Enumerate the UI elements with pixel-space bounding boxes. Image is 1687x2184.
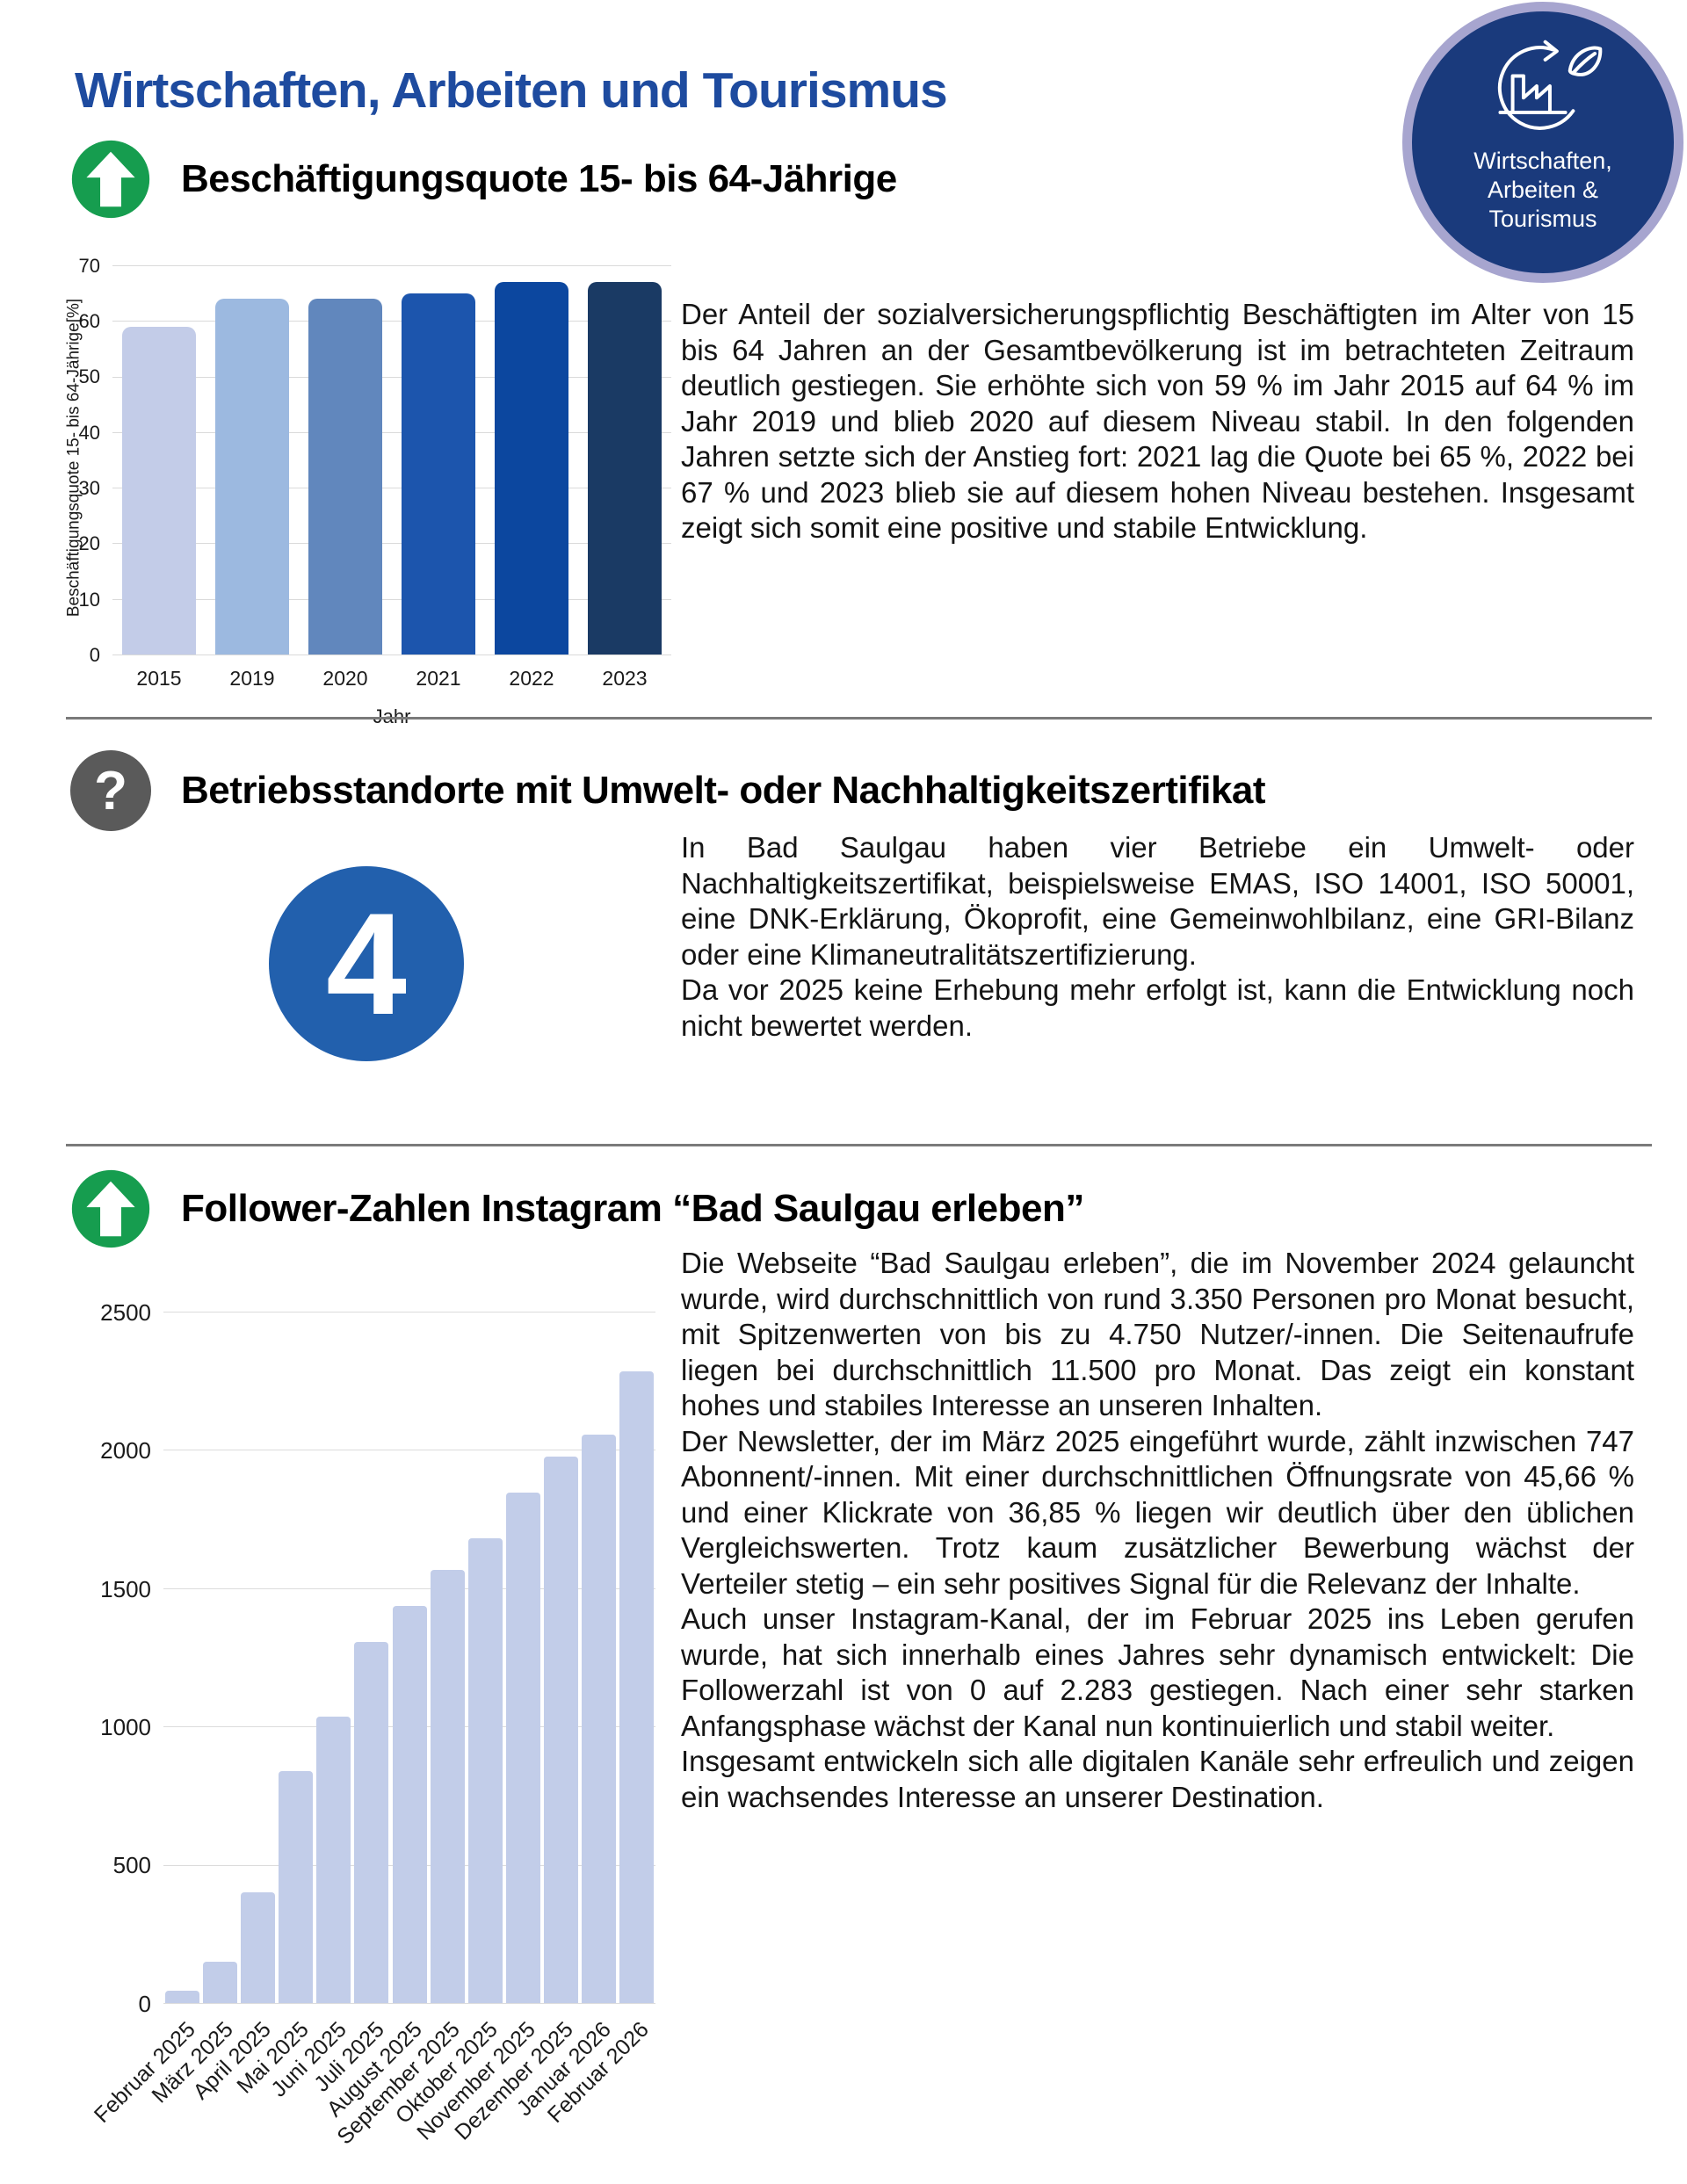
bar-Oktober 2025 [467, 1538, 503, 2003]
bar-August 2025 [392, 1606, 427, 2003]
bar-März 2025 [203, 1961, 238, 2003]
x-axis-tick-label: 2021 [416, 667, 461, 690]
y-axis-tick-label: 60 [78, 310, 100, 333]
bar-Mai 2025 [279, 1770, 314, 2003]
y-axis-tick-label: 20 [78, 532, 100, 555]
paragraph: In Bad Saulgau haben vier Betriebe ein U… [681, 831, 1634, 971]
gridline [112, 654, 671, 655]
page-title: Wirtschaften, Arbeiten und Tourismus [75, 62, 948, 119]
certificate-count: 4 [326, 882, 407, 1045]
bar-November 2025 [505, 1493, 540, 2003]
section-divider [66, 1144, 1652, 1146]
bar-2019 [215, 298, 289, 654]
x-axis-tick-label: 2023 [602, 667, 648, 690]
question-mark-icon: ? [70, 750, 151, 831]
bar-September 2025 [430, 1570, 465, 2003]
y-axis-tick-label: 2000 [100, 1437, 151, 1464]
gridline [163, 2003, 655, 2004]
y-axis-tick-label: 1000 [100, 1713, 151, 1740]
gridline [112, 321, 671, 322]
arrow-up-circle-icon [71, 1169, 150, 1248]
paragraph: Der Anteil der sozialversicherungspflich… [681, 298, 1634, 544]
section-instagram-header: Follower-Zahlen Instagram “Bad Saulgau e… [70, 1168, 1084, 1249]
bar-April 2025 [241, 1892, 276, 2003]
bar-2021 [402, 293, 475, 654]
y-axis-tick-label: 2500 [100, 1298, 151, 1326]
paragraph: Insgesamt entwickeln sich alle digitalen… [681, 1745, 1634, 1813]
x-axis-title: Jahr [112, 705, 671, 728]
arrow-up-circle-icon [71, 140, 150, 219]
section-certificates-title: Betriebsstandorte mit Umwelt- oder Nachh… [181, 769, 1266, 812]
bar-Juni 2025 [316, 1717, 351, 2003]
bar-Dezember 2025 [543, 1457, 578, 2003]
paragraph: Der Newsletter, der im März 2025 eingefü… [681, 1424, 1634, 1600]
bar-Februar 2026 [619, 1371, 654, 2003]
x-axis-tick-label: 2022 [509, 667, 554, 690]
badge-line: Wirtschaften, [1473, 148, 1612, 174]
bar-Januar 2026 [581, 1435, 616, 2003]
paragraph: Die Webseite “Bad Saulgau erleben”, die … [681, 1247, 1634, 1421]
x-axis-tick-label: 2015 [136, 667, 182, 690]
y-axis-tick-label: 0 [138, 1990, 151, 2017]
bar-Februar 2025 [165, 1990, 200, 2003]
bar-2022 [495, 281, 568, 654]
paragraph: Da vor 2025 keine Erhebung mehr erfolgt … [681, 973, 1634, 1042]
section-certificates-header: ? Betriebsstandorte mit Umwelt- oder Nac… [70, 750, 1266, 831]
report-page: { "header": { "title": "Wirtschaften, Ar… [62, 2, 1683, 2150]
gridline [112, 543, 671, 545]
section-certificates-text: In Bad Saulgau haben vier Betriebe ein U… [681, 830, 1634, 1044]
y-axis-tick-label: 10 [78, 588, 100, 611]
section-instagram-title: Follower-Zahlen Instagram “Bad Saulgau e… [181, 1187, 1084, 1230]
gridline [112, 265, 671, 266]
x-axis-tick-label: 2019 [229, 667, 275, 690]
badge-text: Wirtschaften, Arbeiten & Tourismus [1473, 147, 1612, 234]
section-divider [66, 717, 1652, 720]
section-employment-text: Der Anteil der sozialversicherungspflich… [681, 297, 1634, 546]
gridline [163, 1587, 655, 1589]
bar-2023 [588, 281, 662, 654]
y-axis-tick-label: 500 [112, 1852, 151, 1879]
bar-2020 [308, 298, 382, 654]
y-axis-tick-label: 40 [78, 421, 100, 444]
employment-rate-bar-chart: 0 10 20 30 40 50 60 70 2015 2019 2020 2021 2022 2023 B… [62, 250, 685, 728]
x-axis-tick-label: 2020 [322, 667, 368, 690]
question-glyph: ? [94, 760, 127, 821]
bar-Juli 2025 [354, 1642, 389, 2003]
y-axis-tick-label: 30 [78, 477, 100, 500]
y-axis-tick-label: 1500 [100, 1575, 151, 1602]
bar-2015 [122, 326, 196, 654]
y-axis-title: Beschäftigungsquote 15- bis 64-Jährige[%… [64, 299, 83, 618]
category-badge: Wirtschaften, Arbeiten & Tourismus [1402, 2, 1683, 283]
section-employment-title: Beschäftigungsquote 15- bis 64-Jährige [181, 157, 897, 200]
badge-line: Tourismus [1488, 206, 1597, 232]
gridline [112, 431, 671, 433]
factory-leaf-cycle-icon [1497, 40, 1603, 130]
y-axis-tick-label: 0 [89, 643, 100, 666]
y-axis-tick-label: 50 [78, 365, 100, 388]
paragraph: Auch unser Instagram-Kanal, der im Febru… [681, 1602, 1634, 1742]
badge-line: Arbeiten & [1487, 177, 1599, 203]
certificate-count-badge: 4 [269, 866, 464, 1061]
instagram-followers-bar-chart: 0 500 1000 1500 2000 2500 Februar 2025 März 202… [62, 1269, 694, 2150]
section-employment-header: Beschäftigungsquote 15- bis 64-Jährige [70, 139, 897, 220]
y-axis-tick-label: 70 [78, 254, 100, 277]
gridline [112, 598, 671, 600]
gridline [163, 1312, 655, 1313]
gridline [112, 376, 671, 378]
section-instagram-text: Die Webseite “Bad Saulgau erleben”, die … [681, 1246, 1634, 1815]
